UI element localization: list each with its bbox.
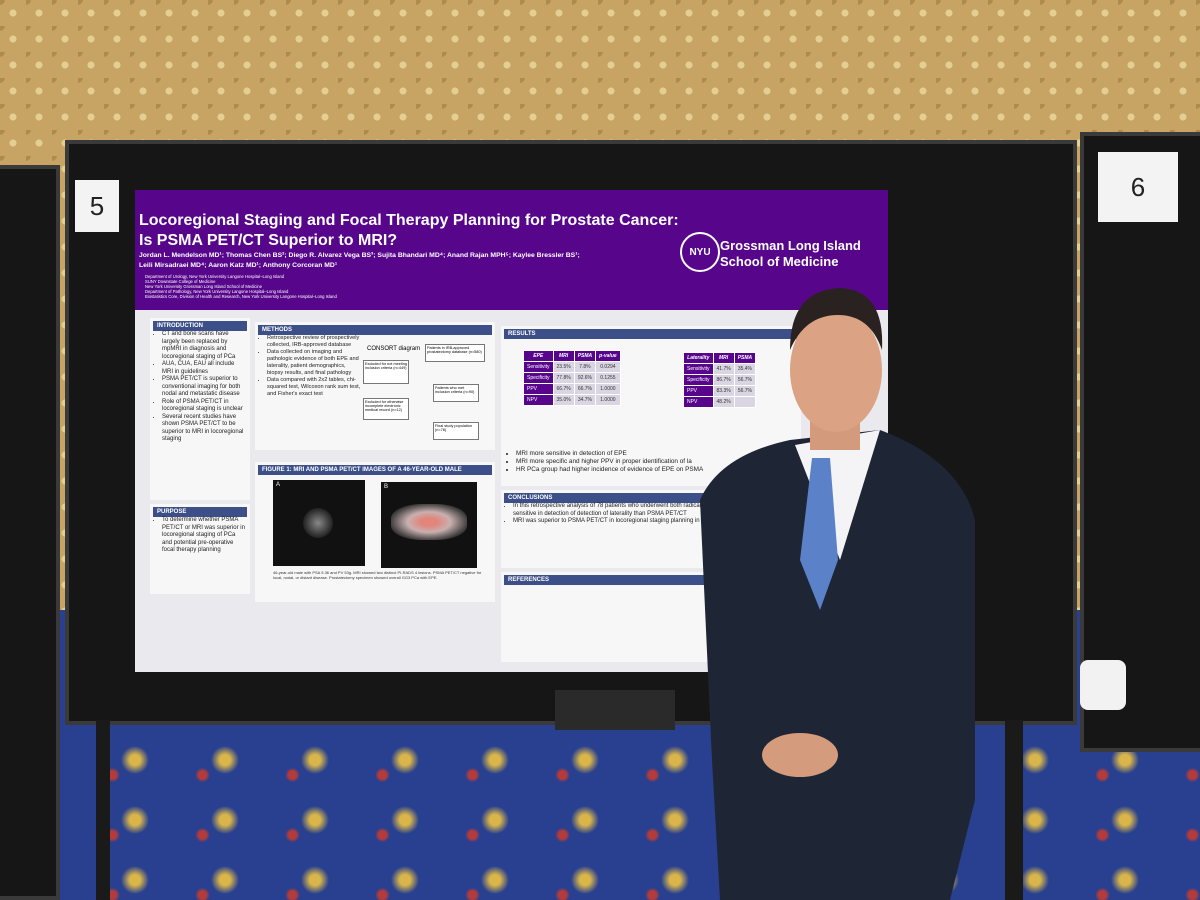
right-board [1080,132,1200,752]
suit [700,430,975,900]
list-item: HR PCa group had higher incidence of evi… [516,466,806,474]
table-row: PPV 83.3% 56.7% [683,385,757,397]
figure: FIGURE 1: MRI AND PSMA PET/CT IMAGES OF … [255,462,495,602]
section-heading: REFERENCES [504,575,798,585]
board-number: 6 [1098,152,1178,222]
table-cell: PPV [683,385,714,397]
tie [800,458,838,610]
bullets: CT and bone scans have largely been repl… [153,331,247,444]
purpose: PURPOSE To determine whether PSMA PET/CT… [150,504,250,594]
board-leg [96,720,110,900]
section-heading: PURPOSE [153,507,247,517]
introduction: INTRODUCTION CT and bone scans have larg… [150,318,250,500]
table-row: PPV 66.7% 66.7% 1.0000 [523,383,621,395]
list-item: PSMA PET/CT is superior to conventional … [162,376,247,399]
table-row: Sensitivity 41.7% 35.4% [683,363,757,375]
consort-box: Excluded for not meeting inclusion crite… [363,360,409,384]
list-item: In this retrospective analysis of 78 pat… [513,503,798,518]
table-cell [733,396,757,408]
list-item: MRI more specific and higher PPV in prop… [516,458,806,466]
panel-label: B [384,484,389,490]
list-item: MRI was superior to PSMA PET/CT in locor… [513,518,798,526]
list-item: New York University Grossman Long Island… [145,284,263,289]
table-cell: NPV [523,394,554,406]
table-row: Specificity 86.7% 56.7% [683,374,757,386]
table-cell: 0.1255 [595,372,621,384]
left-board [0,165,60,900]
logo-text: Grossman Long Island [720,238,861,253]
face [790,308,882,432]
table-row: NPV 48.2% [683,396,757,408]
table-cell: 1.0000 [595,394,621,406]
list-item: Department of Urology, New York Universi… [145,274,285,279]
list-item: Data collected on imaging and pathologic… [267,349,362,377]
section-heading: METHODS [258,325,492,335]
table-cell: 35.0% [552,394,575,406]
authors: Leili Mirsadraei MD⁴; Aaron Katz MD¹; An… [139,262,338,269]
laterality-table: Laterality MRI PSMA Sensitivity 41.7% 35.4% Sp… [683,352,757,408]
authors: Jordan L. Mendelson MD¹; Thomas Chen BS²… [139,252,580,259]
table-cell: Sensitivity [523,361,554,373]
list-item: Data compared with 2x2 tables, chi-squar… [267,377,362,398]
table-cell: 48.2% [712,396,735,408]
cup [1080,660,1126,710]
section-heading: INTRODUCTION [153,321,247,331]
poster-title: Is PSMA PET/CT Superior to MRI? [139,232,398,249]
scan [391,504,467,540]
logo-text: School of Medicine [720,254,839,269]
hair [790,288,883,350]
list-item: To determine whether PSMA PET/CT or MRI … [162,517,247,555]
table-cell: 1.0000 [595,383,621,395]
table-row: Specificity 77.8% 92.6% 0.1255 [523,372,621,384]
list-item: AUA, CUA, EAU all include MRI in guideli… [162,361,247,376]
table-header: PSMA [573,350,597,362]
hands [762,733,838,777]
affiliations: Department of Urology, New York Universi… [145,274,337,299]
board-leg [1005,720,1023,900]
list-item: MRI more sensitive in detection of EPE [516,450,806,458]
list-item: Department of Pathology, New York Univer… [145,289,289,294]
table-cell: NPV [683,396,714,408]
bullets: Retrospective review of prospectively co… [258,335,362,398]
table-row: NPV 35.0% 34.7% 1.0000 [523,394,621,406]
figure-caption: 46-year-old male with PSA 5.36 and PV 53… [273,570,482,580]
results: RESULTS EPE MRI PSMA p-value Sensitivity 23.5… [501,326,801,486]
consort-box: Patients who met inclusion criteria (n=9… [433,384,479,402]
pet-image: B [381,482,477,568]
bullets: To determine whether PSMA PET/CT or MRI … [153,517,247,555]
epe-table: EPE MRI PSMA p-value Sensitivity 23.5% 7.8% 0.0… [523,350,621,406]
consort-box: Patients in IRB-approved prostatectomy d… [425,344,485,362]
list-item: Biostatistics Core, Division of Health a… [145,294,337,299]
bullets: In this retrospective analysis of 78 pat… [504,503,798,526]
logo-mark: NYU [680,232,720,272]
list-item: CT and bone scans have largely been repl… [162,331,247,361]
poster-title: Locoregional Staging and Focal Therapy P… [139,212,679,229]
list-item: Retrospective review of prospectively co… [267,335,362,349]
poster-header: Locoregional Staging and Focal Therapy P… [135,190,888,310]
methods: METHODS Retrospective review of prospect… [255,322,495,450]
consort-title: CONSORT diagram [367,346,421,352]
panel-label: A [276,482,281,488]
table-cell: 34.7% [573,394,597,406]
list-item: Role of PSMA PET/CT in locoregional stag… [162,399,247,414]
list-item: SUNY Downstate College of Medicine [145,279,216,284]
section-heading: FIGURE 1: MRI AND PSMA PET/CT IMAGES OF … [258,465,492,475]
section-heading: CONCLUSIONS [504,493,798,503]
table-row: EPE MRI PSMA p-value [523,350,621,362]
table-cell: Specificity [683,374,714,386]
list-item: Several recent studies have shown PSMA P… [162,414,247,444]
mri-image: A [273,480,365,566]
bullets: MRI more sensitive in detection of EPEMR… [507,450,806,474]
scan [303,508,333,538]
section-heading: RESULTS [504,329,798,339]
consort-box: Excluded for otherwise incomplete electr… [363,398,409,420]
consort-box: Final study population (n=78) [433,422,479,440]
board-number: 5 [75,180,119,232]
legs-behind [555,690,675,730]
